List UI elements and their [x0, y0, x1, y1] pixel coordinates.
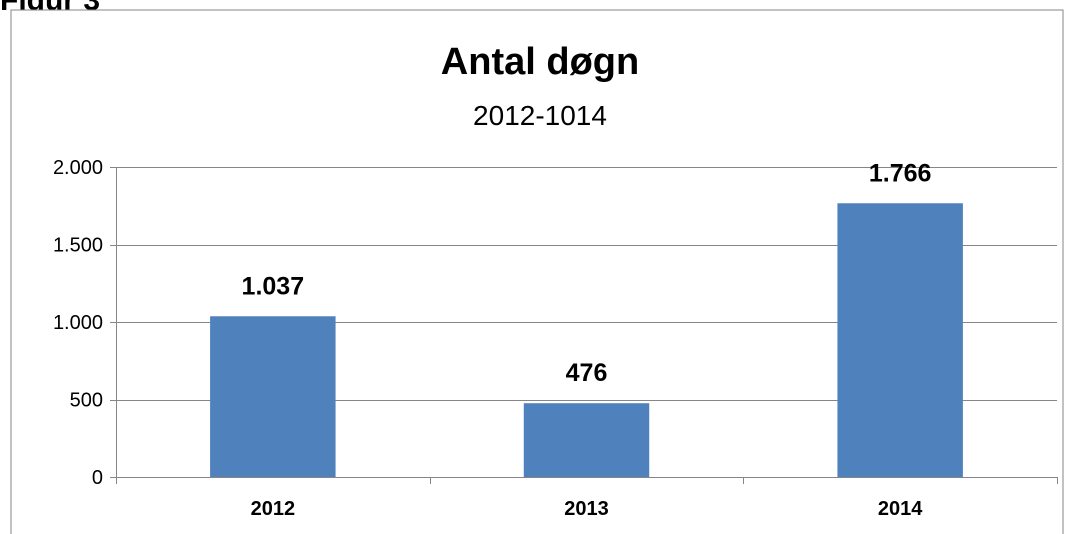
x-tick-label-2013: 2013 — [564, 498, 609, 520]
chart-title: Antal døgn — [441, 41, 639, 83]
y-axis-tick-labels: 0 500 1.000 1.500 2.000 — [53, 157, 103, 489]
x-axis-tick-labels: 2012 2013 2014 — [251, 498, 924, 520]
data-labels: 1.037 476 1.766 — [242, 159, 932, 387]
bar-2013 — [523, 403, 650, 477]
bar-2014 — [837, 203, 963, 477]
y-tick-label: 1.000 — [53, 312, 103, 334]
x-tick-label-2012: 2012 — [251, 498, 296, 520]
data-label-2013: 476 — [566, 359, 608, 387]
y-tick-label: 500 — [70, 390, 103, 412]
bars — [210, 203, 963, 477]
data-label-2012: 1.037 — [242, 272, 305, 300]
y-tick-label: 0 — [92, 467, 103, 489]
y-tick-label: 1.500 — [53, 235, 103, 257]
y-tick-label: 2.000 — [53, 157, 103, 179]
axes — [110, 167, 1058, 484]
chart-subtitle: 2012-1014 — [473, 100, 607, 131]
bar-2012 — [210, 316, 336, 477]
x-tick-label-2014: 2014 — [878, 498, 923, 520]
data-label-2014: 1.766 — [869, 159, 932, 187]
